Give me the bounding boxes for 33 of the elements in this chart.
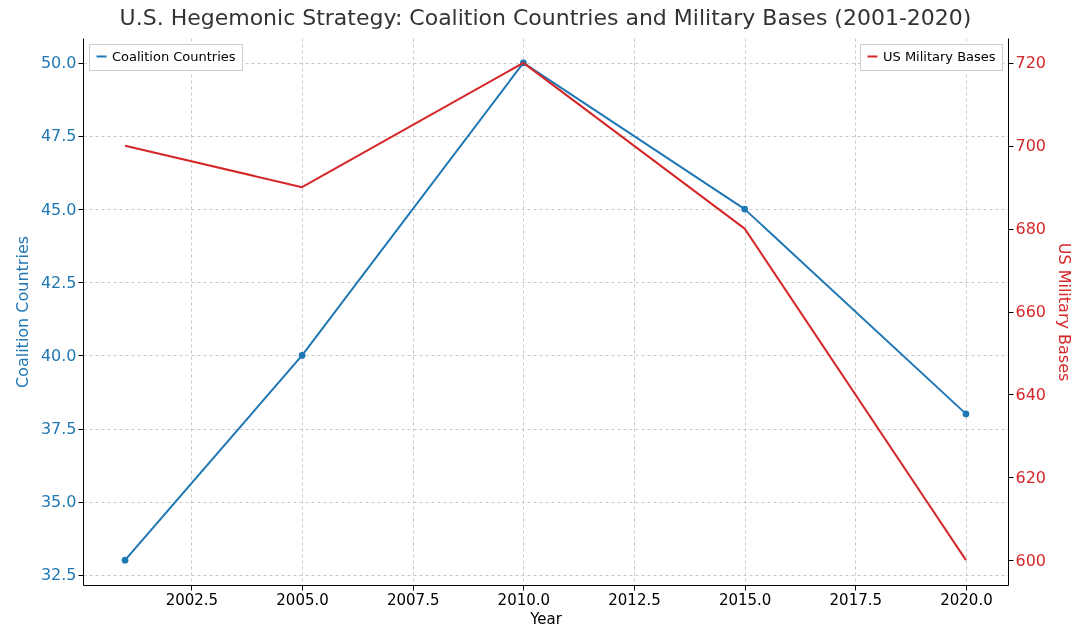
y-tick-label: 32.5	[40, 565, 77, 585]
x-axis-title: Year	[529, 609, 563, 628]
x-tick-label: 2005.0	[276, 590, 329, 609]
y-tick-label: 40.0	[40, 345, 77, 365]
y2-tick-label: 720	[1015, 53, 1047, 73]
y2-axis-title: US Military Bases	[1055, 242, 1075, 382]
y-tick-label: 47.5	[40, 126, 77, 146]
y2-tick-label: 600	[1015, 550, 1047, 570]
y2-tick-label: 640	[1015, 384, 1047, 404]
x-tick-label: 2012.5	[608, 590, 661, 609]
legend-label: Coalition Countries	[112, 48, 236, 64]
x-tick-label: 2010.0	[497, 590, 551, 609]
y2-tick-label: 680	[1015, 219, 1047, 239]
x-tick-label: 2020.0	[940, 590, 993, 609]
y2-tick-label: 700	[1015, 136, 1047, 156]
y-tick-label: 50.0	[40, 53, 77, 73]
x-tick-label: 2017.5	[829, 590, 883, 609]
y-tick-label: 35.0	[40, 492, 77, 512]
x-tick-label: 2015.0	[718, 590, 772, 609]
point	[121, 556, 129, 564]
point	[298, 352, 306, 359]
y-tick-label: 37.5	[40, 419, 77, 439]
y-axis-title: Coalition Countries	[12, 235, 32, 389]
y2-tick-label: 660	[1015, 302, 1047, 321]
chart-title: U.S. Hegemonic Strategy: Coalition Countries and Military Bases (2001-2020)	[119, 5, 972, 30]
point	[741, 205, 749, 213]
x-tick-label: 2007.5	[386, 590, 440, 609]
y-tick-label: 45.0	[40, 199, 77, 219]
y-tick-label: 42.5	[40, 272, 77, 292]
point	[962, 410, 970, 418]
legend-label: US Military Bases	[883, 48, 996, 64]
y2-tick-label: 620	[1015, 467, 1047, 487]
x-tick-label: 2002.5	[165, 590, 219, 609]
